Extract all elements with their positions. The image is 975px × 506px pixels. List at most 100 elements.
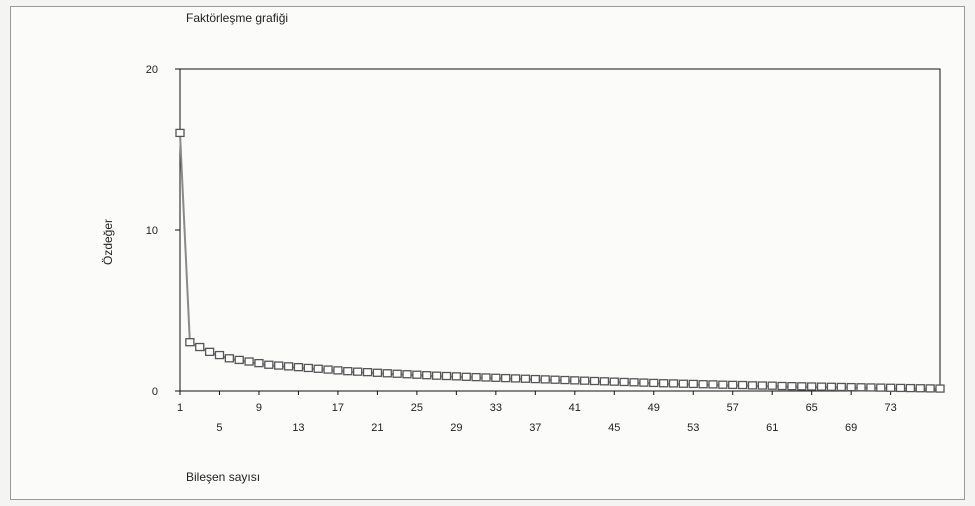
x-tick-label: 25	[411, 402, 423, 414]
data-point	[185, 338, 195, 347]
data-point	[905, 383, 916, 393]
data-point	[599, 377, 610, 386]
data-point	[530, 374, 540, 384]
x-tick-label: 13	[292, 422, 304, 434]
data-point	[431, 371, 442, 380]
data-point	[224, 354, 235, 363]
data-point	[372, 368, 383, 377]
x-tick-label: 29	[450, 422, 462, 434]
data-point	[382, 369, 392, 378]
x-tick-label: 37	[529, 422, 541, 434]
x-tick-label: 21	[371, 422, 383, 434]
data-point	[619, 377, 629, 387]
data-point	[580, 376, 590, 385]
data-point	[935, 384, 945, 393]
data-point	[283, 362, 294, 371]
data-point	[254, 358, 264, 368]
data-point	[214, 350, 225, 360]
data-point	[501, 373, 511, 383]
data-point	[866, 383, 876, 392]
data-point	[471, 372, 481, 382]
data-point	[895, 383, 906, 393]
data-point	[234, 355, 244, 365]
data-point	[649, 378, 659, 388]
y-ticks: 0 10 20	[146, 64, 180, 398]
x-tick-label: 17	[332, 402, 344, 414]
data-point	[787, 382, 797, 391]
series-line	[179, 133, 941, 391]
series-markers	[175, 128, 945, 393]
y-tick-label: 20	[146, 64, 158, 76]
data-point	[856, 383, 866, 392]
data-point	[491, 373, 501, 382]
data-point	[175, 128, 185, 138]
x-tick-label: 61	[766, 422, 778, 434]
data-point	[747, 381, 758, 390]
data-point	[826, 382, 837, 391]
data-point	[570, 376, 580, 385]
data-point	[658, 379, 669, 388]
data-point	[737, 380, 748, 390]
x-axis-label: Bileşen sayısı	[186, 470, 260, 484]
x-tick-label: 41	[569, 402, 581, 414]
data-point	[668, 379, 679, 388]
x-tick-label: 57	[727, 402, 739, 414]
data-point	[609, 377, 619, 386]
x-ticks: 1 9 17 25 33 41 49 57 65 73 5 13 21 29 37 45 53 61 69	[177, 391, 897, 434]
data-point	[264, 360, 274, 369]
data-point	[757, 381, 767, 390]
x-tick-label: 1	[177, 402, 183, 414]
data-point	[767, 381, 777, 390]
data-point	[708, 380, 718, 389]
x-tick-label: 65	[806, 402, 818, 414]
data-point	[915, 384, 925, 393]
data-point	[204, 347, 215, 357]
data-point	[718, 380, 728, 389]
x-tick-label: 9	[256, 402, 262, 414]
y-tick-label: 10	[146, 225, 158, 237]
data-point	[540, 375, 550, 384]
data-point	[639, 378, 649, 387]
data-point	[441, 371, 452, 381]
data-point	[244, 357, 254, 366]
data-point	[560, 375, 570, 385]
data-point	[313, 364, 323, 373]
data-point	[274, 361, 284, 370]
data-point	[392, 369, 402, 378]
chart-frame	[10, 6, 965, 500]
data-point	[846, 382, 856, 392]
y-tick-label: 0	[152, 386, 158, 398]
x-tick-label: 49	[648, 402, 660, 414]
data-point	[797, 382, 807, 391]
data-point	[520, 374, 531, 383]
data-point	[629, 378, 639, 387]
data-point	[925, 384, 935, 393]
data-point	[481, 373, 491, 382]
x-tick-label: 45	[608, 422, 620, 434]
data-point	[876, 383, 886, 392]
plot-area	[179, 68, 941, 392]
data-point	[728, 380, 738, 390]
data-point	[777, 381, 787, 391]
y-axis-label: Özdeğer	[101, 219, 115, 265]
data-point	[589, 376, 600, 386]
x-tick-label: 5	[216, 422, 222, 434]
chart-title: Faktörleşme grafiği	[186, 11, 288, 25]
x-tick-label: 33	[490, 402, 502, 414]
data-point	[412, 370, 422, 379]
data-point	[836, 382, 846, 392]
data-point	[816, 382, 827, 391]
data-point	[362, 367, 373, 377]
data-point	[293, 363, 304, 372]
data-point	[323, 365, 333, 374]
data-point	[303, 363, 313, 373]
data-point	[688, 379, 698, 389]
data-point	[461, 372, 471, 381]
data-point	[195, 342, 205, 352]
data-point	[510, 374, 521, 383]
data-point	[550, 375, 560, 384]
data-point	[698, 380, 708, 389]
data-point	[343, 367, 353, 376]
